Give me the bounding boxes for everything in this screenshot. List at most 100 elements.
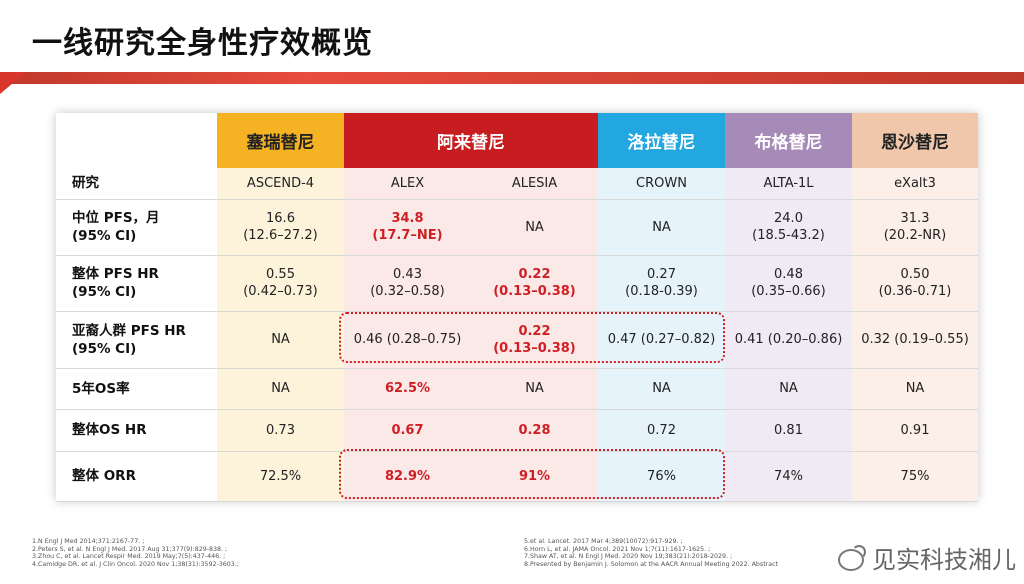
table-row: 亚裔人群 PFS HR (95% CI) NA 0.46 (0.28–0.75) 0.2… bbox=[56, 311, 978, 369]
cell-value: NA bbox=[905, 381, 925, 396]
cell-value: 76% bbox=[647, 468, 676, 484]
cell-value: 16.6 bbox=[266, 211, 295, 226]
row-label-line1: 整体 PFS HR bbox=[72, 266, 159, 282]
header-row: 塞瑞替尼 阿来替尼 洛拉替尼 布格替尼 恩沙替尼 bbox=[56, 113, 978, 168]
cell-value: 0.41 (0.20–0.86) bbox=[734, 332, 843, 347]
weibo-icon bbox=[838, 544, 866, 571]
cell-value: ALESIA bbox=[511, 175, 558, 191]
table-cell: 16.6 (12.6–27.2) bbox=[217, 199, 344, 256]
reference-line: 8.Presented by Benjamin J. Solomon at th… bbox=[524, 560, 779, 568]
cell-value: 0.47 (0.27–0.82) bbox=[607, 332, 716, 347]
cell-value: NA bbox=[271, 381, 290, 396]
table-cell: 34.8 (17.7–NE) bbox=[344, 199, 471, 256]
row-label: 中位 PFS，月 (95% CI) bbox=[56, 199, 217, 256]
cell-value: 75% bbox=[900, 468, 930, 484]
table-row: 5年OS率 NA 62.5% NA NA NA NA bbox=[56, 368, 978, 410]
cell-ci: (0.42–0.73) bbox=[243, 284, 318, 299]
header-alectinib: 阿来替尼 bbox=[344, 113, 598, 168]
cell-value: 0.73 bbox=[266, 422, 295, 438]
table-cell: 0.73 bbox=[217, 409, 344, 452]
table-cell: 0.91 bbox=[852, 409, 978, 452]
table-row: 整体 PFS HR (95% CI) 0.55 (0.42–0.73) 0.43 (0.3… bbox=[56, 255, 978, 312]
efficacy-table-panel: 塞瑞替尼 阿来替尼 洛拉替尼 布格替尼 恩沙替尼 研究 ASCEND-4 ALEX A… bbox=[56, 113, 978, 502]
table-cell: 0.22 (0.13–0.38) bbox=[471, 311, 598, 369]
cell-ci: (17.7–NE) bbox=[372, 228, 443, 243]
row-label-line2: (95% CI) bbox=[72, 284, 137, 300]
table-cell: 91% bbox=[471, 451, 598, 502]
cell-value: 31.3 bbox=[900, 211, 930, 226]
table-cell: 82.9% bbox=[344, 451, 471, 502]
row-label: 整体 ORR bbox=[56, 451, 217, 502]
title-underline-stripe bbox=[0, 72, 1024, 84]
cell-value: 0.67 bbox=[391, 422, 424, 438]
title-stripe-accent bbox=[0, 72, 26, 94]
row-label-line2: (95% CI) bbox=[72, 340, 137, 357]
watermark: 见实科技湘儿 bbox=[838, 540, 1016, 575]
table-cell: 31.3 (20.2-NR) bbox=[852, 199, 978, 256]
cell-value: 0.43 bbox=[393, 267, 422, 282]
cell-value: ALTA-1L bbox=[763, 175, 814, 191]
cell-value: NA bbox=[652, 219, 671, 235]
cell-value: 72.5% bbox=[259, 468, 302, 484]
row-label-line2: (95% CI) bbox=[72, 228, 137, 244]
cell-value: 24.0 bbox=[774, 211, 803, 226]
cell-value: 0.55 bbox=[266, 267, 295, 282]
table-cell: 0.72 bbox=[598, 409, 725, 452]
table-cell: 75% bbox=[852, 451, 978, 502]
table-row: 整体OS HR 0.73 0.67 0.28 0.72 0.81 0.91 bbox=[56, 409, 978, 452]
row-label-line1: 整体OS HR bbox=[72, 422, 147, 438]
row-label: 5年OS率 bbox=[56, 368, 217, 410]
cell-ci: (0.13–0.38) bbox=[493, 340, 576, 356]
table-cell: 76% bbox=[598, 451, 725, 502]
reference-line: 7.Shaw AT, et al. N Engl J Med. 2020 Nov… bbox=[524, 553, 733, 561]
cell-value: 0.91 bbox=[900, 422, 930, 438]
table-cell: 62.5% bbox=[344, 368, 471, 410]
cell-value: CROWN bbox=[636, 175, 687, 191]
table-cell: ALESIA bbox=[471, 168, 598, 200]
cell-value: NA bbox=[525, 219, 544, 235]
watermark-text: 见实科技湘儿 bbox=[872, 546, 1016, 574]
header-ensartinib: 恩沙替尼 bbox=[852, 113, 978, 168]
table-row: 研究 ASCEND-4 ALEX ALESIA CROWN ALTA-1L eXalt3 bbox=[56, 168, 978, 200]
cell-value: ALEX bbox=[390, 175, 425, 191]
cell-ci: (0.36-0.71) bbox=[878, 284, 952, 299]
table-cell: 0.81 bbox=[725, 409, 852, 452]
reference-line: 1.N Engl J Med 2014;371:2167-77. ; bbox=[32, 538, 145, 545]
references-left: 1.N Engl J Med 2014;371:2167-77. ; 2.Pet… bbox=[32, 538, 239, 568]
row-label: 整体OS HR bbox=[56, 409, 217, 452]
cell-value: 62.5% bbox=[384, 381, 431, 396]
row-label: 研究 bbox=[56, 168, 217, 200]
table-cell: NA bbox=[598, 199, 725, 256]
cell-value: 0.28 bbox=[518, 422, 551, 438]
table-cell: ASCEND-4 bbox=[217, 168, 344, 200]
table-cell: 0.28 bbox=[471, 409, 598, 452]
cell-ci: (12.6–27.2) bbox=[243, 228, 318, 243]
row-label-line1: 中位 PFS，月 bbox=[72, 210, 160, 226]
cell-value: 0.46 (0.28–0.75) bbox=[353, 332, 462, 347]
row-label-line1: 亚裔人群 PFS HR bbox=[72, 322, 186, 339]
cell-value: NA bbox=[525, 381, 544, 396]
row-label-line1: 整体 ORR bbox=[72, 468, 136, 484]
reference-line: 2.Peters S, et al. N Engl J Med. 2017 Au… bbox=[32, 545, 228, 553]
cell-value: NA bbox=[652, 381, 671, 396]
cell-value: 91% bbox=[518, 468, 551, 484]
cell-ci: (0.35–0.66) bbox=[751, 284, 826, 299]
row-label: 整体 PFS HR (95% CI) bbox=[56, 255, 217, 312]
table-cell: 74% bbox=[725, 451, 852, 502]
table-cell: 0.32 (0.19–0.55) bbox=[852, 311, 978, 369]
cell-value: NA bbox=[779, 381, 798, 396]
cell-value: NA bbox=[271, 332, 290, 347]
table-cell: 0.27 (0.18-0.39) bbox=[598, 255, 725, 312]
table-cell: NA bbox=[471, 368, 598, 410]
cell-ci: (20.2-NR) bbox=[883, 228, 947, 243]
table-cell: NA bbox=[598, 368, 725, 410]
table-cell: NA bbox=[852, 368, 978, 410]
table-cell: ALEX bbox=[344, 168, 471, 200]
table-cell: NA bbox=[725, 368, 852, 410]
row-label-line1: 研究 bbox=[72, 175, 99, 192]
cell-value: 0.22 bbox=[518, 323, 551, 339]
cell-value: 34.8 bbox=[391, 211, 424, 226]
reference-line: 6.Horn L, et al. JAMA Oncol. 2021 Nov 1;… bbox=[524, 545, 711, 553]
table-cell: 72.5% bbox=[217, 451, 344, 502]
references-right: 5.et al. Lancet. 2017 Mar 4;389(10072):9… bbox=[524, 538, 778, 568]
